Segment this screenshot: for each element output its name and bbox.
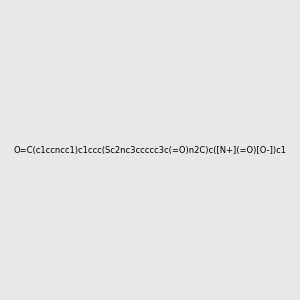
Text: O=C(c1ccncc1)c1ccc(Sc2nc3ccccc3c(=O)n2C)c([N+](=O)[O-])c1: O=C(c1ccncc1)c1ccc(Sc2nc3ccccc3c(=O)n2C)…: [14, 146, 286, 154]
